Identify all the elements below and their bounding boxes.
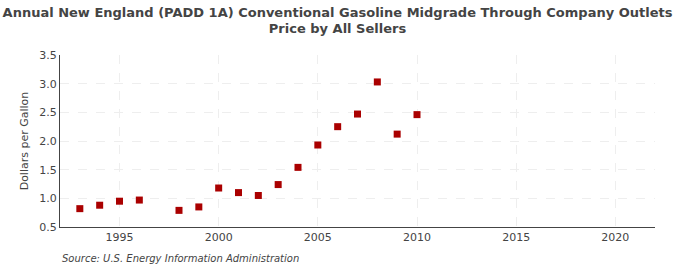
svg-text:1.5: 1.5 <box>39 164 57 177</box>
svg-text:Annual New England (PADD 1A) C: Annual New England (PADD 1A) Conventiona… <box>3 5 673 37</box>
svg-text:1995: 1995 <box>106 231 134 244</box>
svg-text:Dollars per Gallon: Dollars per Gallon <box>18 92 31 191</box>
svg-text:2.5: 2.5 <box>39 106 57 119</box>
svg-text:2010: 2010 <box>403 231 431 244</box>
svg-text:3.0: 3.0 <box>39 78 57 91</box>
svg-text:2.0: 2.0 <box>39 135 57 148</box>
svg-text:1.0: 1.0 <box>39 192 57 205</box>
svg-text:2020: 2020 <box>601 231 629 244</box>
svg-text:2005: 2005 <box>304 231 332 244</box>
svg-text:Source: U.S. Energy Informatio: Source: U.S. Energy Information Administ… <box>62 253 299 264</box>
svg-text:0.5: 0.5 <box>39 221 57 234</box>
svg-text:2000: 2000 <box>205 231 233 244</box>
svg-text:2015: 2015 <box>502 231 530 244</box>
svg-text:3.5: 3.5 <box>39 49 57 62</box>
